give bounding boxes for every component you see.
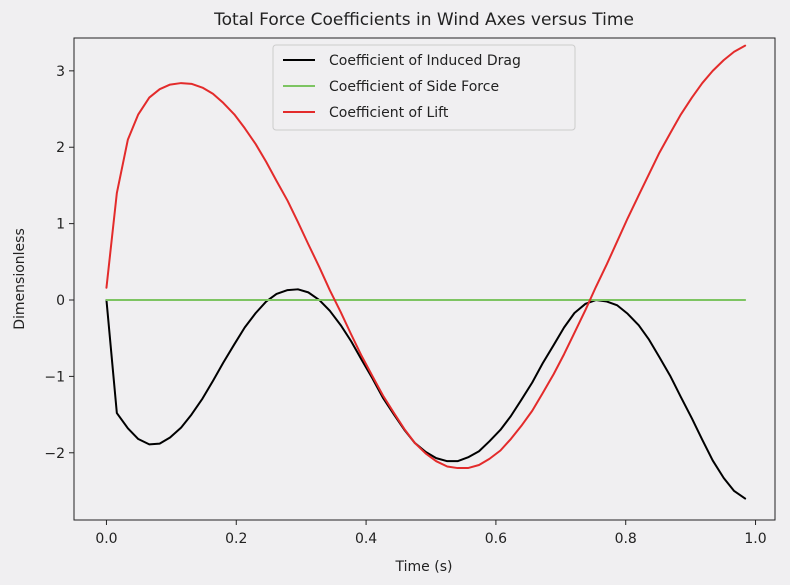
legend: Coefficient of Induced Drag Coefficient o… [272,44,576,131]
legend-item: Coefficient of Lift [283,105,449,121]
series-line-coefficient-of-induced-drag [105,288,747,500]
y-axis: −2 −1 0 1 2 3 [44,64,74,462]
y-tick-label: −2 [44,446,65,462]
y-tick-label: 1 [56,217,65,233]
y-tick-label: −1 [44,369,65,385]
y-tick-label: 2 [56,140,65,156]
x-axis: 0.0 0.2 0.4 0.6 0.8 1.0 [95,520,767,547]
legend-label: Coefficient of Side Force [329,79,499,95]
legend-item: Coefficient of Side Force [283,79,499,95]
legend-label: Coefficient of Lift [329,105,449,121]
y-tick-label: 0 [56,293,65,309]
y-tick-label: 3 [56,64,65,80]
series-line-coefficient-of-lift [105,44,747,470]
y-axis-label: Dimensionless [12,228,28,330]
x-tick-label: 0.8 [615,531,637,547]
x-tick-label: 0.0 [95,531,117,547]
x-tick-label: 0.6 [485,531,507,547]
legend-frame [272,44,576,131]
x-tick-label: 0.2 [225,531,247,547]
x-tick-label: 0.4 [355,531,377,547]
legend-label: Coefficient of Induced Drag [329,53,521,69]
legend-item: Coefficient of Induced Drag [283,53,521,69]
x-tick-label: 1.0 [744,531,766,547]
series-layer [105,44,747,500]
x-axis-label: Time (s) [395,559,453,575]
chart-title: Total Force Coefficients in Wind Axes ve… [213,10,634,30]
